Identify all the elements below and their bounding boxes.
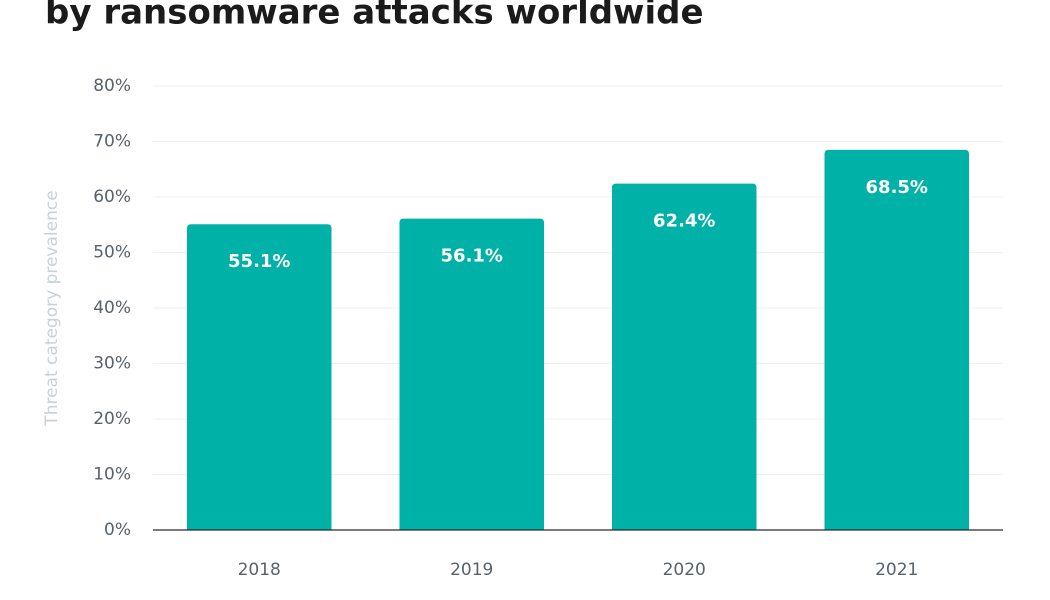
y-tick-label: 70% [93, 132, 131, 152]
x-tick-label: 2020 [663, 560, 706, 580]
value-label: 56.1% [441, 246, 503, 267]
value-label: 68.5% [866, 177, 928, 198]
y-tick-label: 50% [93, 243, 131, 263]
bar [824, 149, 969, 530]
y-tick-label: 10% [93, 465, 131, 485]
y-tick-label: 20% [93, 409, 131, 429]
x-tick-label: 2019 [450, 560, 493, 580]
bar [399, 218, 544, 530]
value-label: 62.4% [653, 211, 715, 232]
chart-title: by ransomware attacks worldwide [45, 0, 704, 33]
y-tick-label: 30% [93, 354, 131, 374]
value-label: 55.1% [228, 251, 290, 272]
x-tick-label: 2021 [875, 560, 918, 580]
y-tick-label: 0% [104, 520, 131, 540]
x-tick-label: 2018 [238, 560, 281, 580]
y-tick-label: 60% [93, 187, 131, 207]
bar [612, 183, 757, 530]
y-tick-label: 40% [93, 298, 131, 318]
y-axis-label: Threat category prevalence [42, 190, 62, 426]
y-tick-label: 80% [93, 76, 131, 96]
bar [187, 224, 332, 530]
